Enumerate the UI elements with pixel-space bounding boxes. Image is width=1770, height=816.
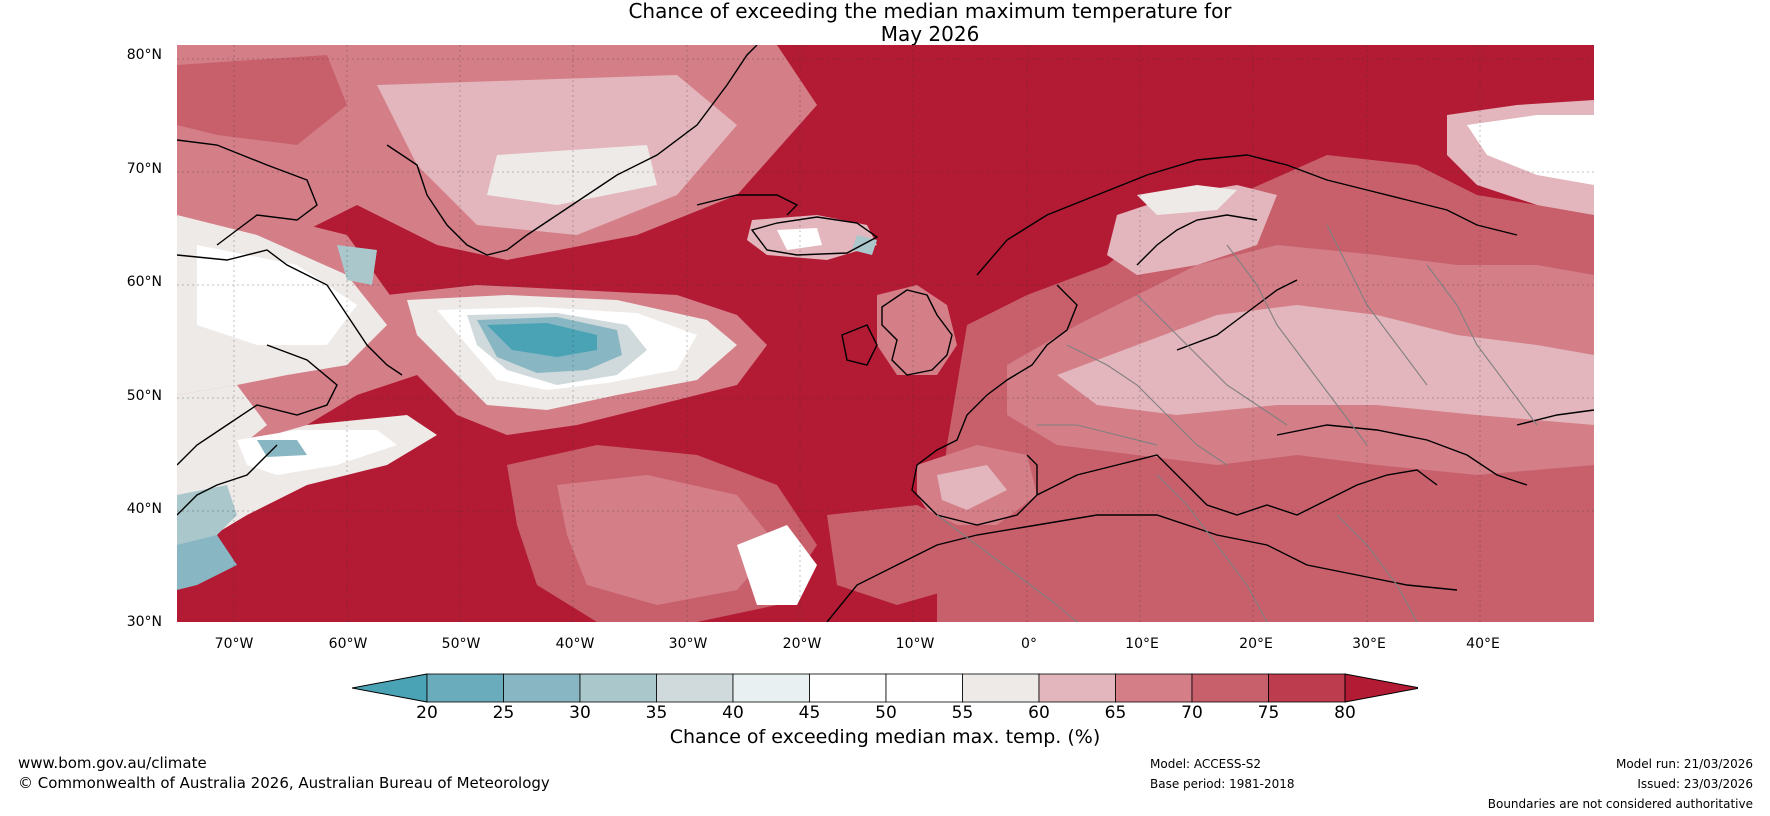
colorbar-extend-high bbox=[1344, 673, 1418, 703]
colorbar-tick-label: 35 bbox=[645, 703, 668, 723]
lon-label-40e: 40°E bbox=[1466, 636, 1500, 652]
lon-label-10e: 10°E bbox=[1125, 636, 1159, 652]
disclaimer-text: Boundaries are not considered authoritat… bbox=[1487, 797, 1753, 811]
colorbar-segment bbox=[1268, 673, 1346, 703]
lon-label-60w: 60°W bbox=[328, 636, 368, 652]
lon-label-30w: 30°W bbox=[668, 636, 708, 652]
colorbar-segment bbox=[1038, 673, 1116, 703]
colorbar-segment bbox=[579, 673, 657, 703]
colorbar-tick-label: 30 bbox=[569, 703, 591, 723]
colorbar-tick-label: 75 bbox=[1257, 703, 1280, 723]
lat-label-80n: 80°N bbox=[126, 47, 162, 63]
colorbar-tick-label: 20 bbox=[416, 703, 438, 723]
colorbar-segment bbox=[962, 673, 1040, 703]
colorbar-segment bbox=[426, 673, 504, 703]
lat-label-50n: 50°N bbox=[126, 388, 162, 404]
lat-label-30n: 30°N bbox=[126, 614, 162, 630]
colorbar-title: Chance of exceeding median max. temp. (%… bbox=[669, 726, 1101, 748]
colorbar-segment bbox=[1115, 673, 1193, 703]
gridlines bbox=[177, 45, 1594, 622]
lat-label-40n: 40°N bbox=[126, 501, 162, 517]
colorbar-segment bbox=[732, 673, 810, 703]
colorbar-tick-label: 25 bbox=[492, 703, 515, 723]
lon-label-10w: 10°W bbox=[895, 636, 935, 652]
model-text: Model: ACCESS-S2 bbox=[1150, 757, 1262, 771]
lat-label-60n: 60°N bbox=[126, 274, 162, 290]
website-link[interactable]: www.bom.gov.au/climate bbox=[18, 754, 207, 772]
map-title-line1: Chance of exceeding the median maximum t… bbox=[628, 0, 1232, 23]
colorbar-tick-label: 55 bbox=[951, 703, 974, 723]
lon-label-40w: 40°W bbox=[555, 636, 595, 652]
region-british-isles bbox=[877, 285, 957, 375]
colorbar-segment bbox=[1191, 673, 1269, 703]
colorbar-tick-label: 50 bbox=[875, 703, 897, 723]
lon-label-20w: 20°W bbox=[782, 636, 822, 652]
lon-label-50w: 50°W bbox=[441, 636, 481, 652]
lon-label-30e: 30°E bbox=[1352, 636, 1386, 652]
colorbar-tick-label: 65 bbox=[1104, 703, 1127, 723]
colorbar-segment bbox=[809, 673, 887, 703]
model-run-text: Model run: 21/03/2026 bbox=[1615, 757, 1753, 771]
lat-label-70n: 70°N bbox=[126, 161, 162, 177]
issued-text: Issued: 23/03/2026 bbox=[1637, 777, 1753, 791]
colorbar-tick-label: 80 bbox=[1334, 703, 1356, 723]
lon-label-70w: 70°W bbox=[214, 636, 254, 652]
colorbar-extend-low bbox=[352, 673, 428, 703]
map-title: Chance of exceeding the median maximum t… bbox=[0, 0, 1770, 46]
colorbar-tick-label: 70 bbox=[1181, 703, 1203, 723]
probability-map bbox=[177, 45, 1594, 622]
colorbar-tick-label: 45 bbox=[798, 703, 821, 723]
copyright-text: © Commonwealth of Australia 2026, Austra… bbox=[18, 774, 550, 792]
lon-label-0: 0° bbox=[1021, 636, 1037, 652]
colorbar-segment bbox=[885, 673, 963, 703]
coastlines bbox=[177, 45, 1594, 622]
colorbar-tick-label: 40 bbox=[722, 703, 744, 723]
map-canvas bbox=[177, 45, 1594, 622]
colorbar bbox=[352, 673, 1418, 703]
colorbar-tick-label: 60 bbox=[1028, 703, 1050, 723]
map-title-line2: May 2026 bbox=[880, 22, 980, 46]
colorbar-segment bbox=[503, 673, 581, 703]
lon-label-20e: 20°E bbox=[1239, 636, 1273, 652]
base-period-text: Base period: 1981-2018 bbox=[1150, 777, 1295, 791]
colorbar-segment bbox=[656, 673, 734, 703]
